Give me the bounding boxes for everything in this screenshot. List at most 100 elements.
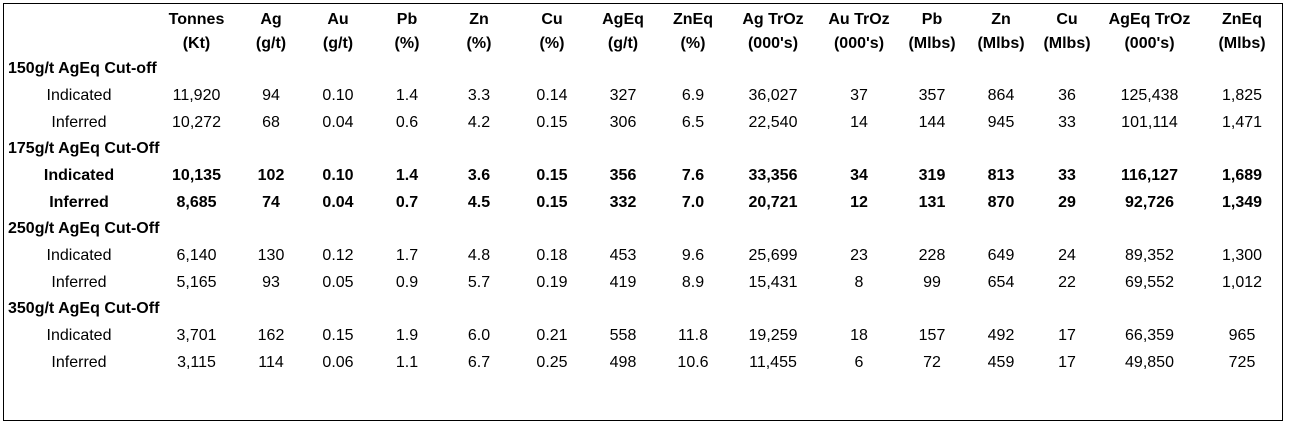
table-cell: 99: [923, 274, 941, 291]
table-cell: 0.15: [536, 114, 568, 131]
table-cell: 22,540: [748, 114, 798, 131]
table-cell: 93: [262, 274, 280, 291]
table-cell: 36: [1058, 87, 1076, 104]
table-cell: 130: [257, 247, 285, 264]
table-cell: 19,259: [748, 327, 798, 344]
section-title: 250g/t AgEq Cut-Off: [8, 220, 160, 237]
column-header-name: Ag TrOz: [742, 11, 804, 28]
resource-category: Indicated: [43, 167, 115, 184]
table-cell: 1.7: [395, 247, 419, 264]
table-cell: 157: [918, 327, 946, 344]
table-cell: 1.9: [395, 327, 419, 344]
column-header-name: AgEq TrOz: [1108, 11, 1191, 28]
table-cell: 4.5: [467, 194, 491, 211]
table-cell: 7.0: [681, 194, 705, 211]
column-header-unit: [4, 32, 154, 56]
column-header-unit: (g/t): [322, 35, 354, 52]
table-cell: 102: [257, 167, 285, 184]
resource-category: Inferred: [51, 114, 107, 131]
column-header-unit: (g/t): [255, 35, 287, 52]
column-header-name: Cu: [1056, 11, 1078, 28]
table-cell: 14: [850, 114, 868, 131]
table-cell: 356: [609, 167, 637, 184]
table-cell: 419: [609, 274, 637, 291]
table-cell: 101,114: [1121, 114, 1178, 131]
table-cell: 3,115: [177, 354, 216, 371]
column-header-name: AgEq: [602, 11, 644, 28]
table-cell: 1,471: [1221, 114, 1263, 131]
column-header-unit: (%): [394, 35, 420, 52]
table-cell: 17: [1058, 327, 1076, 344]
table-row: Indicated 10,135 102 0.10 1.4 3.6 0.15 356 7.6 33…: [4, 162, 1282, 189]
table-cell: 10,272: [172, 114, 221, 131]
table-cell: 0.15: [536, 194, 568, 211]
table-cell: 3.6: [467, 167, 491, 184]
table-cell: 11,920: [172, 87, 221, 104]
column-header-unit: (%): [680, 35, 706, 52]
column-header-unit: (Mlbs): [977, 35, 1025, 52]
table-cell: 4.2: [467, 114, 491, 131]
resource-table: Tonnes Ag Au Pb Zn Cu AgEq ZnEq Ag TrOz Au TrOz Pb…: [4, 8, 1282, 376]
column-header-name: ZnEq: [1222, 11, 1262, 28]
table-row: Inferred 5,165 93 0.05 0.9 5.7 0.19 419 8.9 15,43…: [4, 269, 1282, 296]
column-header-unit: (Mlbs): [908, 35, 956, 52]
table-cell: 0.7: [395, 194, 419, 211]
table-cell: 1.4: [395, 87, 419, 104]
table-cell: 0.10: [322, 167, 354, 184]
resource-category: Inferred: [51, 354, 107, 371]
column-header-name: Zn: [469, 11, 489, 28]
column-header-name: Zn: [991, 11, 1011, 28]
column-header-unit: (Mlbs): [1043, 35, 1091, 52]
table-cell: 125,438: [1120, 87, 1179, 104]
table-row: Inferred 10,272 68 0.04 0.6 4.2 0.15 306 6.5 22,5…: [4, 109, 1282, 136]
table-cell: 306: [609, 114, 637, 131]
table-cell: 144: [918, 114, 946, 131]
table-cell: 332: [609, 194, 637, 211]
table-cell: 0.25: [536, 354, 568, 371]
table-cell: 68: [262, 114, 280, 131]
column-header-unit: (000's): [1124, 35, 1175, 52]
table-cell: 6.0: [467, 327, 491, 344]
table-row: Indicated 6,140 130 0.12 1.7 4.8 0.18 453 9.6 25,…: [4, 242, 1282, 269]
table-cell: 89,352: [1125, 247, 1174, 264]
table-cell: 49,850: [1125, 354, 1174, 371]
table-cell: 36,027: [748, 87, 798, 104]
table-cell: 8,685: [176, 194, 217, 211]
table-cell: 15,431: [748, 274, 798, 291]
column-header-name: Pb: [921, 11, 943, 28]
table-cell: 22: [1058, 274, 1076, 291]
table-cell: 459: [987, 354, 1015, 371]
resource-category: Indicated: [46, 247, 112, 264]
table-cell: 29: [1058, 194, 1076, 211]
column-header-name: ZnEq: [673, 11, 713, 28]
table-cell: 1,300: [1221, 247, 1263, 264]
table-cell: 558: [609, 327, 637, 344]
resource-category: Indicated: [46, 327, 112, 344]
table-cell: 33: [1058, 167, 1076, 184]
table-cell: 11,455: [749, 354, 797, 371]
table-cell: 6.9: [681, 87, 705, 104]
column-header-unit: (Mlbs): [1218, 35, 1266, 52]
table-cell: 17: [1058, 354, 1076, 371]
column-header-name: Ag: [260, 11, 282, 28]
table-cell: 23: [850, 247, 868, 264]
table-cell: 114: [258, 354, 284, 371]
table-row: Indicated 11,920 94 0.10 1.4 3.3 0.14 327 6.9 36,…: [4, 82, 1282, 109]
table-cell: 1.1: [395, 354, 419, 371]
table-cell: 1.4: [395, 167, 419, 184]
column-header-unit: (000's): [747, 35, 799, 52]
column-header-name: [4, 8, 154, 32]
table-cell: 0.6: [395, 114, 419, 131]
table-cell: 6.7: [467, 354, 491, 371]
table-cell: 18: [850, 327, 868, 344]
table-cell: 5,165: [176, 274, 217, 291]
table-cell: 10,135: [172, 167, 221, 184]
table-cell: 4.8: [467, 247, 491, 264]
table-cell: 945: [987, 114, 1015, 131]
section-heading-row: 175g/t AgEq Cut-Off: [4, 136, 1282, 162]
section-heading-row: 250g/t AgEq Cut-Off: [4, 216, 1282, 242]
table-cell: 654: [987, 274, 1015, 291]
table-cell: 864: [987, 87, 1015, 104]
table-cell: 131: [918, 194, 946, 211]
table-row: Indicated 3,701 162 0.15 1.9 6.0 0.21 558 11.8 19…: [4, 322, 1282, 349]
